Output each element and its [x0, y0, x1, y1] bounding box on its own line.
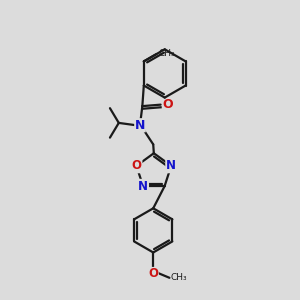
Text: CH₃: CH₃ — [171, 273, 187, 282]
Text: O: O — [131, 159, 142, 172]
Text: N: N — [166, 159, 176, 172]
Text: N: N — [135, 119, 145, 132]
Text: O: O — [163, 98, 173, 111]
Text: N: N — [138, 180, 148, 193]
Text: CH₃: CH₃ — [158, 49, 175, 58]
Text: O: O — [148, 268, 158, 281]
